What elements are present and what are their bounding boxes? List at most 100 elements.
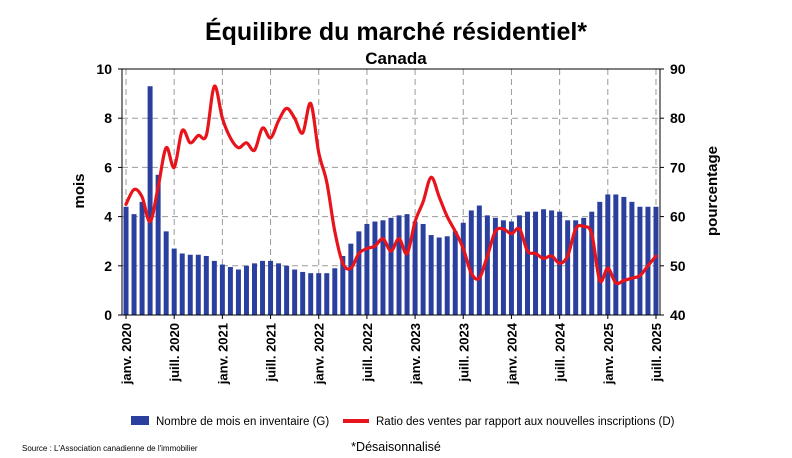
x-tick-label: juill. 2020 bbox=[167, 323, 182, 383]
y-tick-label-left: 6 bbox=[104, 159, 112, 175]
source-note: Source : L'Association canadienne de l'i… bbox=[22, 444, 198, 453]
series-line bbox=[124, 84, 658, 286]
bar bbox=[621, 196, 627, 315]
bar bbox=[260, 260, 266, 315]
bar bbox=[525, 211, 530, 315]
bar bbox=[436, 237, 442, 315]
bar bbox=[500, 220, 506, 315]
bar bbox=[364, 223, 370, 315]
legend-swatch-bar bbox=[131, 416, 149, 425]
bar bbox=[637, 206, 643, 315]
bar bbox=[468, 210, 474, 315]
bar bbox=[292, 269, 298, 315]
y-tick-label-left: 10 bbox=[96, 61, 112, 77]
bar bbox=[356, 231, 362, 315]
bar bbox=[645, 206, 651, 315]
bar bbox=[276, 263, 282, 315]
bar bbox=[139, 201, 145, 315]
y-tick-label-right: 50 bbox=[670, 258, 686, 274]
legend: Nombre de mois en inventaire (G) Ratio d… bbox=[131, 416, 675, 428]
bar bbox=[372, 221, 378, 315]
x-tick-label: juill. 2025 bbox=[649, 323, 664, 383]
x-tick-label: janv. 2020 bbox=[119, 323, 134, 385]
bar bbox=[613, 194, 619, 315]
bar bbox=[412, 221, 418, 315]
bar bbox=[581, 217, 587, 315]
bar bbox=[268, 260, 274, 315]
footnote: *Désaisonnalisé bbox=[351, 440, 441, 454]
plot-area: 0 40 2 50 4 60 6 70 8 80 10 90 janv. 2020 juill. 2020… bbox=[96, 61, 685, 385]
bar bbox=[533, 211, 539, 315]
bar bbox=[227, 267, 233, 315]
bar bbox=[452, 231, 458, 315]
bar bbox=[300, 271, 306, 315]
bar bbox=[428, 235, 434, 315]
bar bbox=[332, 268, 338, 315]
bar bbox=[508, 221, 514, 315]
bar bbox=[444, 236, 450, 315]
bar bbox=[404, 214, 410, 315]
y-tick-label-left: 2 bbox=[104, 258, 112, 274]
x-tick-label: janv. 2024 bbox=[504, 322, 519, 385]
bar bbox=[123, 206, 129, 315]
bar bbox=[243, 265, 249, 315]
bar bbox=[476, 205, 482, 315]
bar bbox=[629, 201, 635, 315]
bar bbox=[589, 211, 595, 315]
bar bbox=[573, 220, 579, 315]
bar bbox=[549, 210, 555, 315]
bar bbox=[203, 255, 209, 315]
chart-title: Équilibre du marché résidentiel* bbox=[205, 17, 587, 46]
bar bbox=[163, 231, 169, 315]
bar bbox=[316, 273, 322, 315]
y-tick-label-right: 70 bbox=[670, 159, 686, 175]
bar bbox=[252, 263, 257, 315]
bar bbox=[131, 214, 137, 315]
bar bbox=[597, 201, 603, 315]
bar bbox=[492, 217, 498, 315]
bar bbox=[147, 86, 153, 315]
bar bbox=[155, 174, 161, 315]
x-tick-label: janv. 2025 bbox=[601, 323, 616, 385]
y-axis-label-right: pourcentage bbox=[704, 146, 721, 236]
bar bbox=[284, 265, 290, 315]
x-tick-label: janv. 2023 bbox=[408, 323, 423, 385]
bar bbox=[484, 215, 490, 315]
x-tick-label: juill. 2022 bbox=[360, 323, 375, 383]
bar bbox=[653, 206, 659, 315]
x-tick-label: juill. 2021 bbox=[264, 323, 279, 383]
bar bbox=[460, 222, 466, 315]
bar bbox=[380, 220, 386, 315]
bar bbox=[340, 255, 346, 315]
bar bbox=[211, 260, 217, 315]
bar bbox=[388, 217, 394, 315]
bar bbox=[195, 254, 201, 315]
y-tick-label-right: 90 bbox=[670, 61, 686, 77]
y-tick-label-right: 80 bbox=[670, 110, 686, 126]
bar bbox=[605, 194, 611, 315]
y-axis-label-left: mois bbox=[71, 173, 88, 208]
legend-label-bar: Nombre de mois en inventaire (G) bbox=[156, 416, 329, 428]
bar bbox=[565, 220, 571, 315]
bar bbox=[219, 264, 225, 315]
bar bbox=[187, 254, 193, 315]
y-tick-label-left: 4 bbox=[104, 209, 112, 225]
bar bbox=[396, 215, 402, 315]
y-tick-label-left: 8 bbox=[104, 110, 112, 126]
bar bbox=[324, 273, 330, 315]
bar bbox=[179, 253, 185, 315]
x-tick-label: juill. 2023 bbox=[456, 323, 471, 383]
x-tick-label: juill. 2024 bbox=[553, 322, 568, 382]
bar bbox=[171, 248, 177, 315]
bar bbox=[308, 273, 314, 315]
chart-subtitle: Canada bbox=[365, 49, 427, 68]
bar bbox=[420, 223, 426, 315]
bar bbox=[348, 243, 354, 315]
bar bbox=[541, 209, 547, 315]
plot-frame bbox=[121, 68, 661, 316]
bar bbox=[235, 269, 241, 315]
bar bbox=[516, 215, 522, 315]
x-tick-label: janv. 2022 bbox=[312, 323, 327, 385]
y-tick-label-right: 40 bbox=[670, 307, 686, 323]
